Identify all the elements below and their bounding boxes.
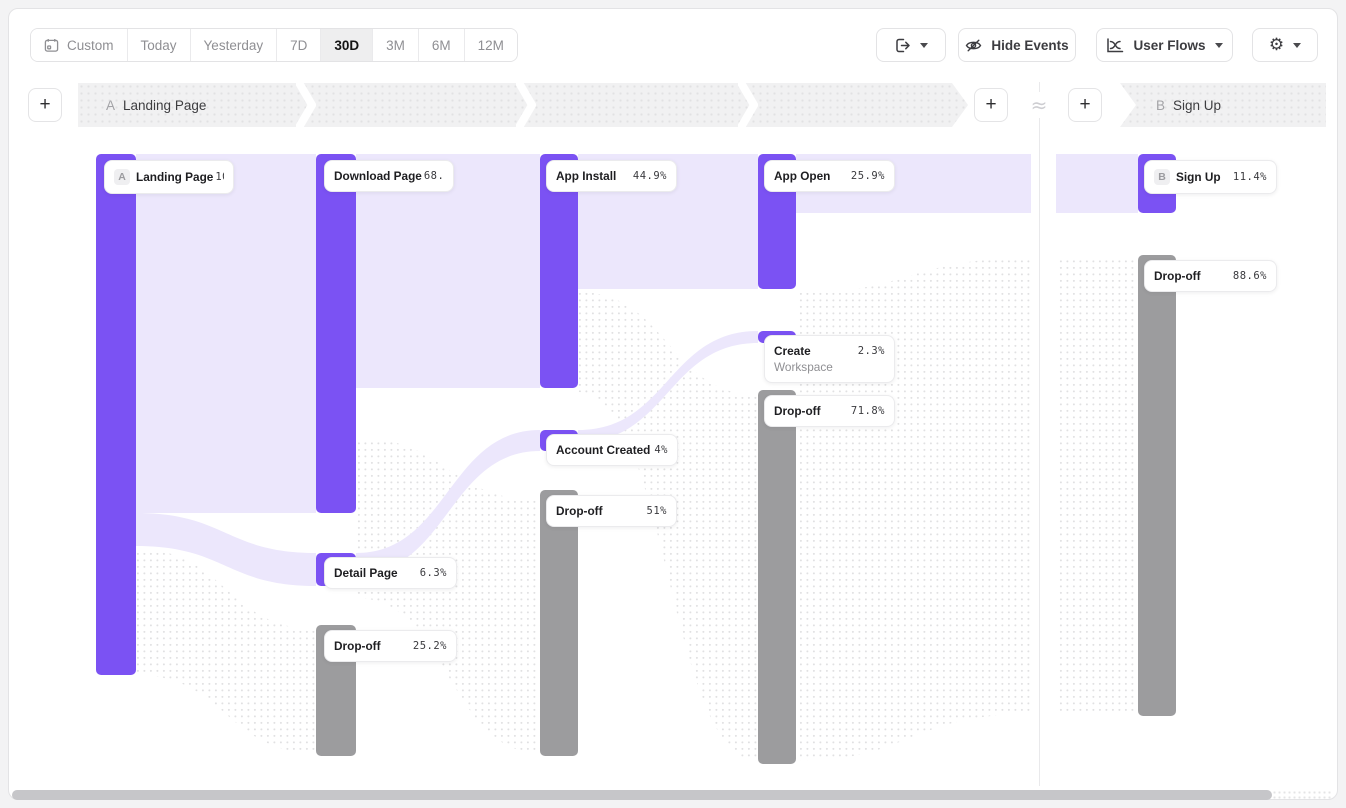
node-badge: A	[114, 169, 130, 185]
node-bar-dropoff3[interactable]	[540, 490, 578, 756]
flow-a-badge: A	[106, 97, 116, 113]
flow-chart-icon	[1106, 37, 1124, 54]
node-percentage: 2.3%	[857, 345, 885, 357]
node-bar-dropoffb[interactable]	[1138, 255, 1176, 716]
time-range-label: 6M	[431, 37, 451, 53]
node-card-account[interactable]: Account Created 4%	[546, 434, 678, 466]
user-flows-button[interactable]: User Flows	[1096, 28, 1233, 62]
time-range-12m[interactable]: 12M	[463, 29, 517, 61]
node-label: App Open	[774, 169, 831, 183]
node-label: App Install	[556, 169, 617, 183]
node-card-dropoffb[interactable]: Drop-off 88.6%	[1144, 260, 1277, 292]
node-card-dropoff3[interactable]: Drop-off 51%	[546, 495, 677, 527]
node-label: Drop-off	[774, 404, 821, 418]
node-bar-appinstall[interactable]	[540, 154, 578, 388]
node-card-signup[interactable]: B Sign Up 11.4%	[1144, 160, 1277, 194]
chevron-down-icon	[1293, 42, 1302, 48]
time-range-label: Today	[140, 37, 177, 53]
node-percentage: 25.9%	[850, 170, 885, 182]
node-bar-download[interactable]	[316, 154, 356, 513]
node-percentage: 11.4%	[1232, 171, 1267, 183]
node-badge: B	[1154, 169, 1170, 185]
flow-b-label: Sign Up	[1173, 97, 1222, 113]
time-range-30d[interactable]: 30D	[320, 29, 373, 61]
eye-off-icon	[965, 37, 982, 54]
node-label: Drop-off	[1154, 269, 1201, 283]
node-bar-landing[interactable]	[96, 154, 136, 675]
add-step-button-start-a[interactable]: +	[28, 88, 62, 122]
time-range-label: 7D	[290, 37, 308, 53]
node-percentage: 88.6%	[1232, 270, 1267, 282]
node-percentage: 68.5%	[423, 170, 444, 182]
node-card-landing[interactable]: A Landing Page100%	[104, 160, 234, 194]
time-range-label: Custom	[67, 37, 114, 53]
plus-icon: +	[39, 94, 51, 115]
node-percentage: 4%	[654, 444, 668, 456]
plus-icon: +	[1079, 94, 1091, 115]
node-label: Drop-off	[556, 504, 603, 518]
time-range-group: Custom Today Yesterday 7D 30D 3M 6M 12M	[30, 28, 518, 62]
step-separator-chevron	[296, 83, 316, 127]
node-label-line2: Workspace	[774, 360, 833, 374]
node-card-createws[interactable]: Create 2.3% Workspace	[764, 335, 895, 383]
time-range-3m[interactable]: 3M	[372, 29, 418, 61]
step-separator-chevron	[738, 83, 758, 127]
node-card-appopen[interactable]: App Open 25.9%	[764, 160, 895, 192]
calendar-icon	[44, 38, 59, 53]
node-percentage: 51%	[646, 505, 667, 517]
node-percentage: 44.9%	[632, 170, 667, 182]
flow-b-title: B Sign Up	[1156, 98, 1221, 113]
chevron-down-icon	[1214, 42, 1223, 48]
node-label: Landing Page	[136, 170, 214, 184]
node-percentage: 25.2%	[412, 640, 447, 652]
flow-b-step-banner[interactable]: B Sign Up	[1120, 83, 1326, 127]
node-percentage: 6.3%	[419, 567, 447, 579]
node-percentage: 100%	[215, 171, 224, 183]
step-separator-chevron	[516, 83, 536, 127]
time-range-today[interactable]: Today	[126, 29, 190, 61]
flow-a-title: A Landing Page	[106, 98, 206, 113]
user-flows-label: User Flows	[1133, 37, 1206, 53]
node-label: Create	[774, 344, 811, 358]
export-button[interactable]	[876, 28, 946, 62]
node-label: Drop-off	[334, 639, 381, 653]
horizontal-scrollbar-thumb[interactable]	[12, 790, 1272, 800]
time-range-yesterday[interactable]: Yesterday	[189, 29, 277, 61]
approx-icon: ≈	[1024, 92, 1054, 118]
horizontal-scrollbar-track[interactable]	[12, 790, 1334, 800]
plus-icon: +	[985, 94, 997, 115]
time-range-custom[interactable]: Custom	[31, 29, 127, 61]
export-icon	[894, 37, 911, 54]
flow-a-step-banner[interactable]: A Landing Page	[78, 83, 968, 127]
gear-icon: ⚙	[1268, 34, 1285, 55]
node-card-appinstall[interactable]: App Install 44.9%	[546, 160, 677, 192]
time-range-label: 12M	[477, 37, 504, 53]
flow-a-label: Landing Page	[123, 97, 207, 113]
section-divider	[1039, 82, 1040, 786]
time-range-label: 3M	[386, 37, 405, 53]
time-range-7d[interactable]: 7D	[276, 29, 321, 61]
add-step-button-start-b[interactable]: +	[1068, 88, 1102, 122]
time-range-label: 30D	[334, 37, 360, 53]
settings-button[interactable]: ⚙	[1252, 28, 1318, 62]
node-card-detail[interactable]: Detail Page 6.3%	[324, 557, 457, 589]
node-card-dropoff4[interactable]: Drop-off 71.8%	[764, 395, 895, 427]
hide-events-label: Hide Events	[991, 37, 1069, 53]
node-label: Detail Page	[334, 566, 398, 580]
node-bar-dropoff4[interactable]	[758, 390, 796, 764]
time-range-label: Yesterday	[203, 37, 264, 53]
hide-events-button[interactable]: Hide Events	[958, 28, 1076, 62]
chevron-down-icon	[920, 42, 928, 48]
add-step-button-end-a[interactable]: +	[974, 88, 1008, 122]
node-percentage: 71.8%	[850, 405, 885, 417]
time-range-6m[interactable]: 6M	[417, 29, 464, 61]
node-card-dropoff2[interactable]: Drop-off 25.2%	[324, 630, 457, 662]
node-label: Download Page	[334, 169, 422, 183]
node-label: Account Created	[556, 443, 651, 457]
node-label: Sign Up	[1176, 170, 1221, 184]
flow-b-badge: B	[1156, 97, 1166, 113]
